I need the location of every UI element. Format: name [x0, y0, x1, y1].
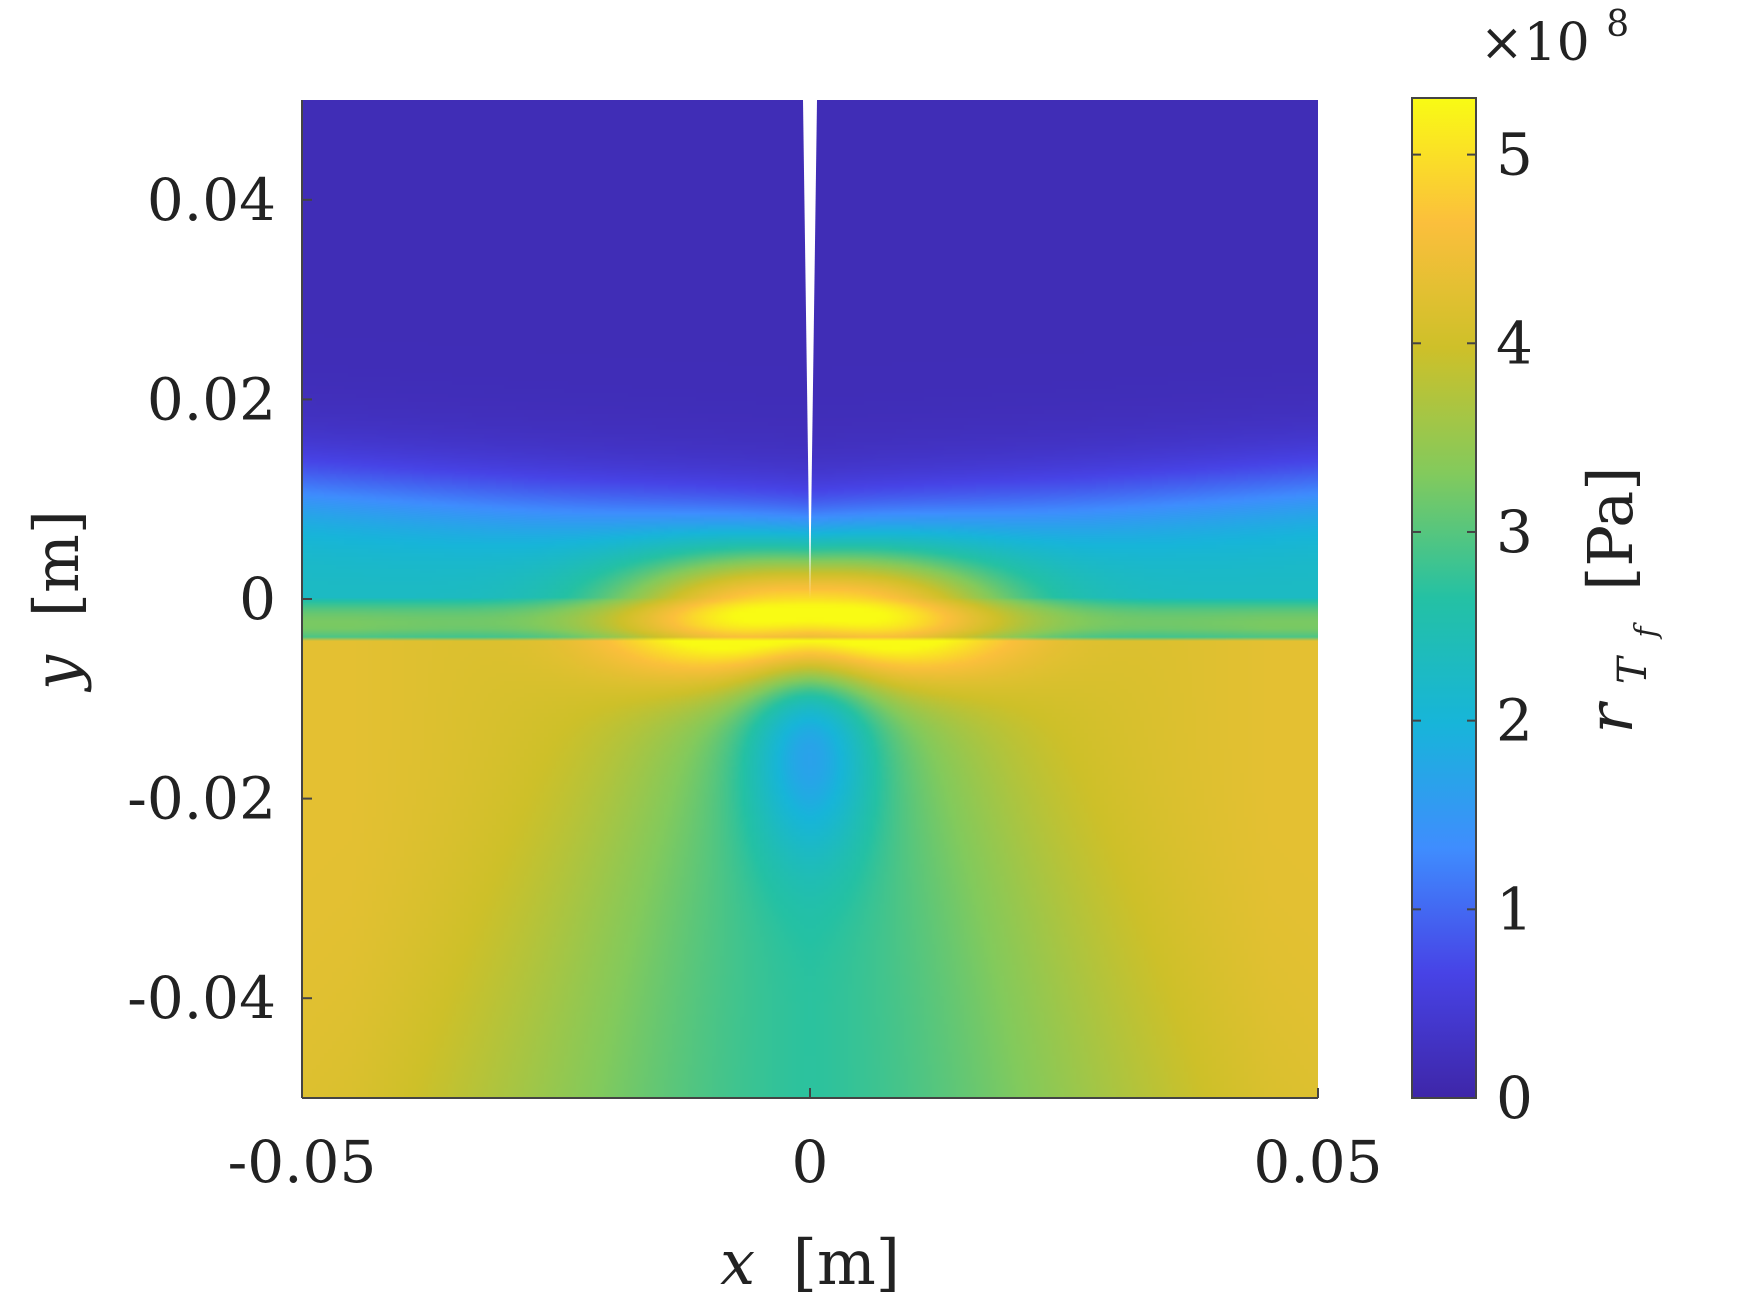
y-tick-label: 0.02: [147, 365, 276, 433]
crack-notch: [803, 100, 817, 599]
y-tick-label: -0.04: [127, 964, 276, 1032]
colorbar-exponent-base: ×10: [1480, 13, 1590, 73]
colorbar-symbol: r: [1574, 700, 1647, 733]
colorbar-tick-label: 3: [1496, 498, 1533, 566]
colorbar-exponent-power: 8: [1606, 4, 1629, 45]
y-tick-label: 0: [239, 565, 276, 633]
x-tick-label: 0.05: [1253, 1128, 1382, 1196]
colorbar-tick-label: 2: [1496, 687, 1533, 755]
y-tick-label: 0.04: [147, 166, 276, 234]
colorbar-subscript: T: [1610, 654, 1656, 684]
y-axis-symbol: y: [20, 654, 93, 693]
colorbar-label: r T f [Pa]: [1574, 467, 1671, 734]
y-axis-unit: [m]: [20, 510, 93, 617]
y-tick-group: 0.04 0.02 0 -0.02 -0.04: [127, 166, 312, 1032]
colorbar-exponent: ×10 8: [1480, 4, 1629, 73]
colorbar-tick-label: 1: [1496, 875, 1533, 943]
colorbar-tick-label: 0: [1496, 1064, 1533, 1132]
colorbar-subsubscript: f: [1629, 622, 1664, 640]
colorbar-tick-label: 4: [1496, 309, 1533, 377]
colorbar-tick-group: 0 1 2 3 4 5: [1412, 121, 1533, 1132]
x-tick-group: -0.05 0 0.05: [228, 1088, 1383, 1196]
colorbar-unit: [Pa]: [1574, 467, 1647, 591]
y-axis-label: y [m]: [20, 510, 93, 693]
x-axis-symbol: x: [720, 1226, 755, 1299]
y-tick-label: -0.02: [127, 765, 276, 833]
x-axis-unit: [m]: [793, 1226, 900, 1299]
x-tick-label: 0: [792, 1128, 829, 1196]
x-tick-label: -0.05: [228, 1128, 377, 1196]
colorbar: [1411, 97, 1477, 1099]
colorbar-tick-label: 5: [1496, 121, 1533, 189]
x-axis-label: x [m]: [720, 1226, 900, 1299]
